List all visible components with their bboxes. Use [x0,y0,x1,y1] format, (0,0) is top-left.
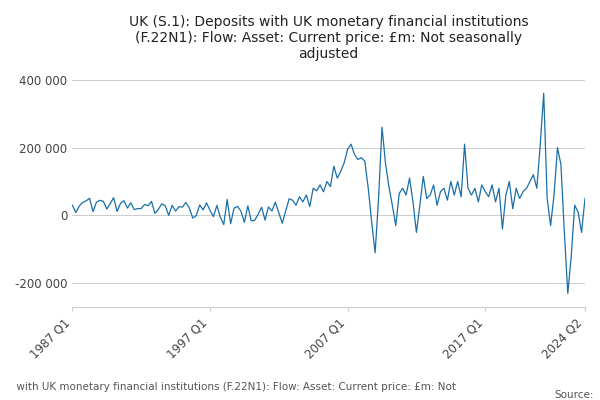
Text: Source:: Source: [554,390,594,400]
Text: with UK monetary financial institutions (F.22N1): Flow: Asset: Current price: £m: with UK monetary financial institutions … [6,382,456,392]
Title: UK (S.1): Deposits with UK monetary financial institutions
(F.22N1): Flow: Asset: UK (S.1): Deposits with UK monetary fina… [129,15,529,61]
